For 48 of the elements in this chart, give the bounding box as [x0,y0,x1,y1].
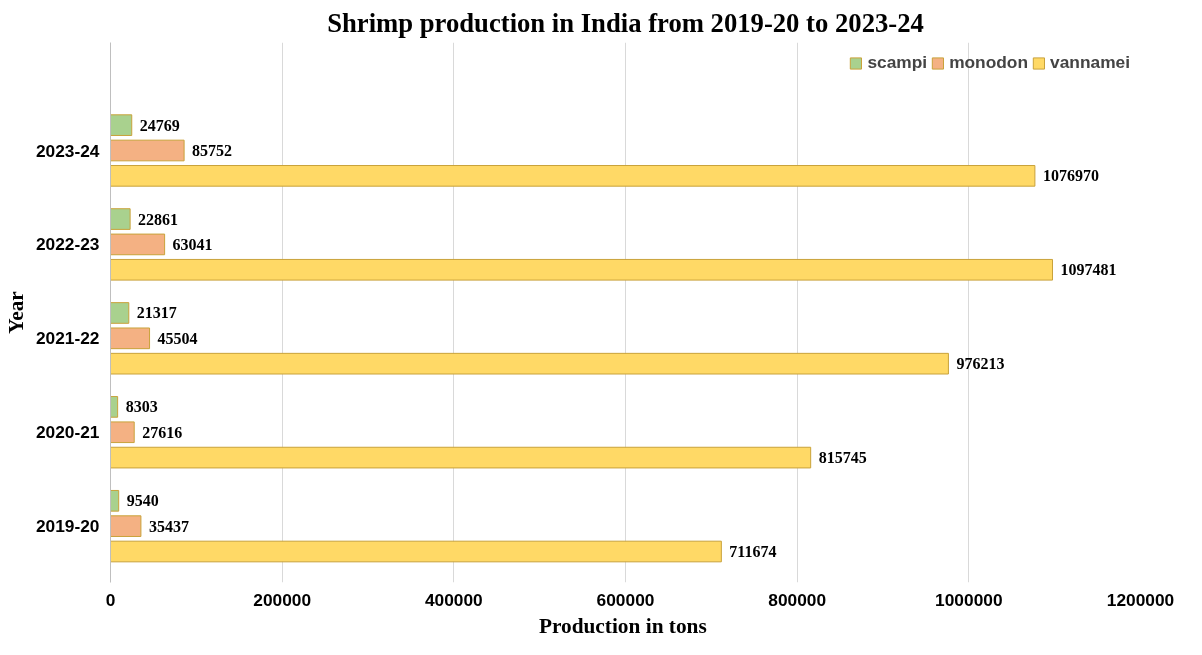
y-axis-title: Year [3,290,28,334]
legend-label: monodon [949,52,1029,73]
x-tick-label: 200000 [253,589,312,610]
x-tick-label: 400000 [424,589,483,610]
data-label: 711674 [729,543,777,561]
data-label: 35437 [148,517,189,535]
bar [110,540,722,563]
x-tick-label: 1200000 [1106,589,1175,610]
data-label: 815745 [818,449,867,467]
bar [110,258,1053,281]
data-label: 22861 [138,210,179,228]
legend-label: vannamei [1050,52,1130,73]
chart-title: Shrimp production in India from 2019-20 to 2023-24 [327,7,924,38]
x-tick-label: 800000 [768,589,827,610]
x-tick-label: 1000000 [935,589,1003,610]
y-tick-label: 2022-23 [35,234,100,255]
bar [110,302,130,324]
y-tick-label: 2023-24 [35,140,100,161]
data-label: 9540 [126,492,159,510]
data-label: 1076970 [1042,167,1099,185]
data-label: 1097481 [1060,261,1117,279]
bar [110,421,135,444]
bar [110,352,949,375]
x-axis-title: Production in tons [538,613,707,638]
data-label: 21317 [136,304,177,322]
bar [110,446,812,469]
data-label: 63041 [172,235,213,253]
y-tick-label: 2020-21 [35,422,100,443]
y-tick-label: 2021-22 [35,328,100,349]
bar [110,515,142,537]
data-label: 24769 [139,116,180,134]
y-tick-label: 2019-20 [35,516,100,537]
data-label: 8303 [125,398,158,416]
data-label: 27616 [142,423,183,441]
bar [110,208,131,230]
data-label: 85752 [192,142,233,159]
bar [110,233,166,256]
legend-label: scampi [867,52,928,73]
bar [110,327,151,350]
bar [110,139,185,162]
x-tick-label: 600000 [596,589,655,610]
bar [110,396,119,418]
x-tick-label: 0 [105,589,116,610]
bar [110,165,1036,187]
bar [110,489,120,512]
bar [110,114,133,136]
data-label: 45504 [157,329,198,347]
data-label: 976213 [956,355,1005,373]
